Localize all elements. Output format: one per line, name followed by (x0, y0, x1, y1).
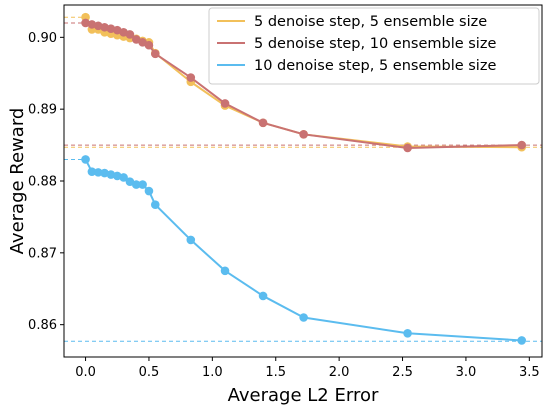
data-point (138, 180, 147, 189)
data-point (87, 167, 97, 176)
data-point (517, 140, 527, 150)
data-point (131, 180, 141, 189)
data-point (220, 99, 230, 108)
y-tick-label: 0.86 (28, 318, 57, 333)
x-tick-label: 2.0 (329, 365, 350, 380)
y-tick-label: 0.87 (28, 246, 57, 261)
x-axis: 0.0 0.5 1.0 1.5 2.0 2.5 3.0 3.5 (75, 357, 540, 380)
data-point (144, 40, 154, 50)
data-point (150, 200, 160, 210)
legend-item: 5 denoise step, 5 ensemble size (217, 14, 487, 30)
data-point (81, 155, 90, 164)
data-point (125, 30, 135, 39)
legend-box (208, 7, 540, 85)
x-tick-label: 0.0 (75, 365, 96, 380)
data-point (258, 118, 268, 128)
y-tick-label: 0.90 (28, 31, 57, 46)
legend-label: 5 denoise step, 10 ensemble size (254, 36, 496, 52)
legend-item: 10 denoise step, 5 ensemble size (217, 58, 496, 74)
data-point (144, 186, 154, 196)
reference-lines (64, 16, 542, 342)
series-layer (81, 12, 527, 345)
data-point (186, 73, 196, 82)
data-point (220, 266, 230, 276)
y-axis: 0.86 0.87 0.88 0.89 0.90 (28, 31, 64, 333)
data-point (93, 168, 103, 177)
data-point (299, 130, 308, 139)
data-point (119, 173, 128, 182)
x-tick-label: 1.0 (202, 365, 223, 380)
y-tick-label: 0.89 (28, 103, 57, 118)
y-tick-label: 0.88 (28, 175, 57, 190)
data-point (517, 336, 527, 345)
x-tick-label: 2.5 (392, 365, 413, 380)
data-point (150, 49, 160, 59)
x-tick-label: 0.5 (139, 365, 160, 380)
x-tick-label: 1.5 (265, 365, 286, 380)
x-axis-label: Average L2 Error (228, 385, 379, 406)
data-point (258, 291, 268, 301)
legend-label: 10 denoise step, 5 ensemble size (254, 58, 496, 74)
legend: 5 denoise step, 5 ensemble size 5 denoise… (208, 7, 540, 85)
data-point (299, 313, 308, 322)
y-axis-label: Average Reward (7, 108, 28, 255)
legend-item: 5 denoise step, 10 ensemble size (217, 36, 496, 52)
data-point (186, 235, 196, 245)
x-tick-label: 3.0 (456, 365, 477, 380)
series-1 (81, 18, 527, 153)
x-tick-label: 3.5 (519, 365, 540, 380)
series-2 (81, 155, 527, 345)
data-point (403, 143, 412, 153)
data-point (403, 328, 412, 338)
legend-label: 5 denoise step, 5 ensemble size (254, 14, 487, 30)
